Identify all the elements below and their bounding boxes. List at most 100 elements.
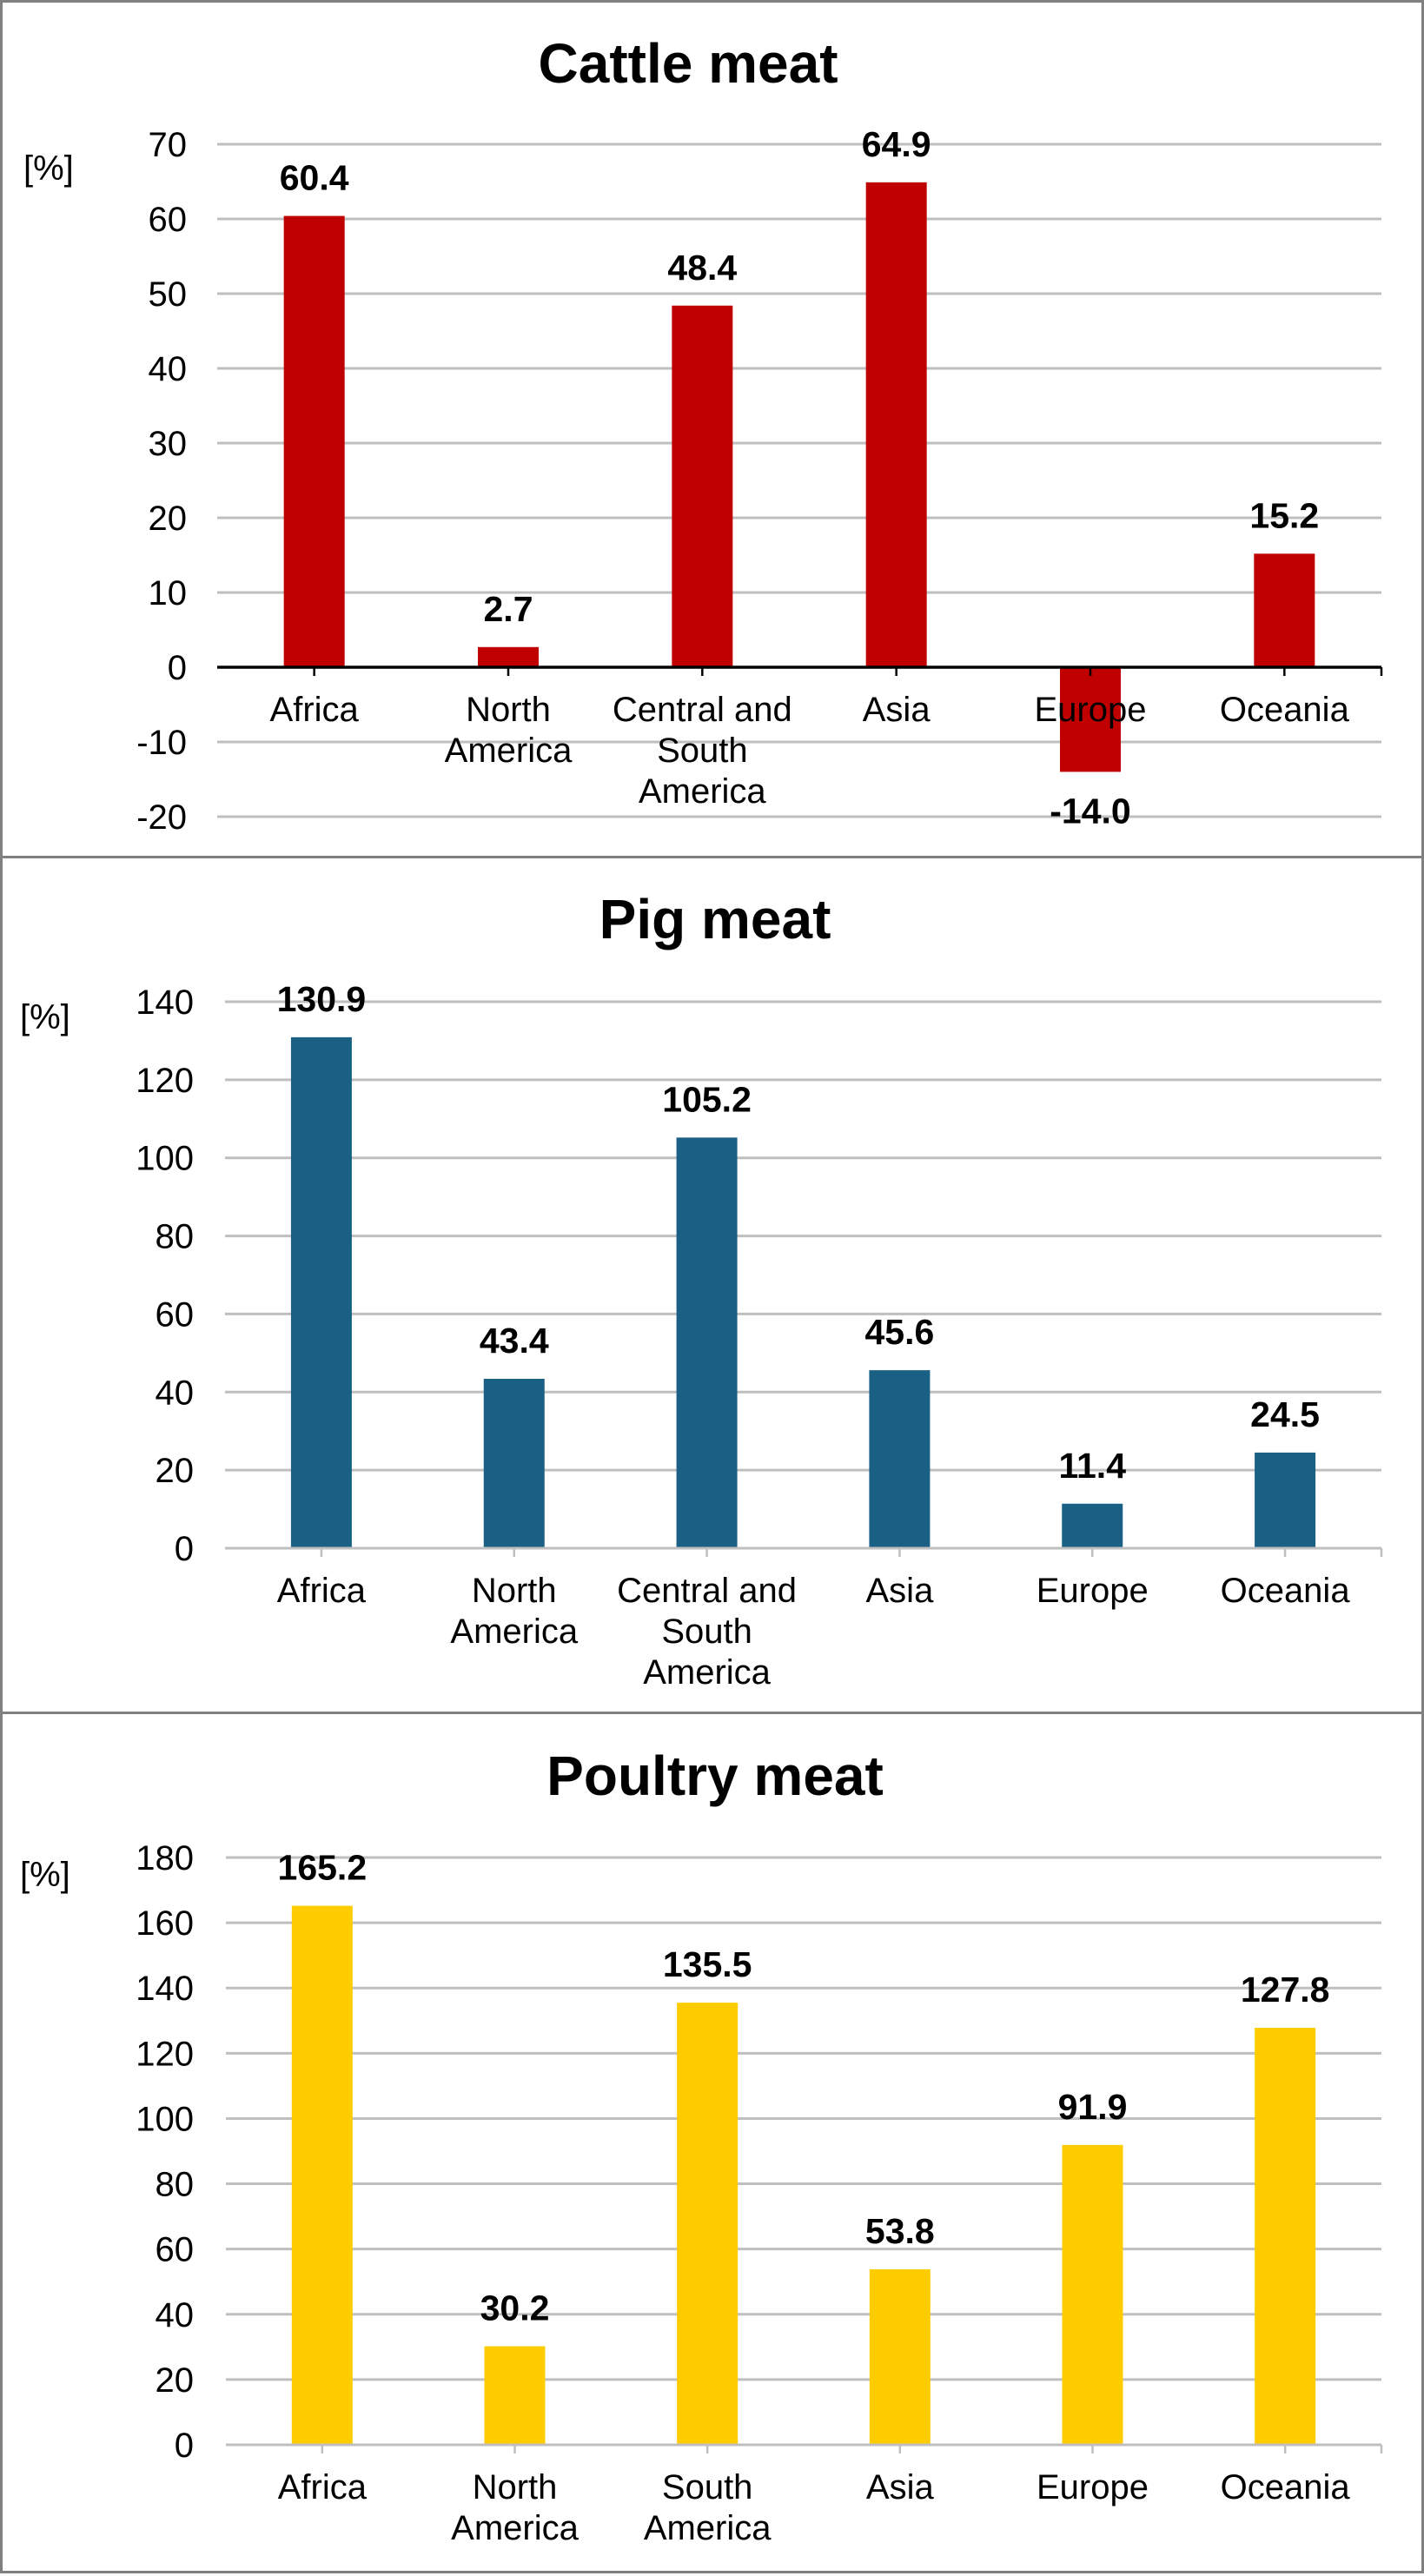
bar	[869, 2268, 931, 2445]
x-category-label: America	[445, 732, 573, 770]
y-tick-label: 40	[149, 350, 188, 388]
x-category-label: Asia	[866, 1572, 935, 1610]
chart-title: Cattle meat	[539, 32, 838, 95]
y-tick-label: 180	[136, 1839, 194, 1877]
y-tick-label: 70	[149, 126, 188, 164]
y-tick-label: 60	[156, 1295, 195, 1334]
x-category-label: Africa	[278, 2468, 368, 2506]
x-category-label: Europe	[1037, 1572, 1149, 1610]
bar	[1254, 553, 1315, 667]
y-tick-label: 140	[136, 1970, 194, 2008]
bar	[1062, 1503, 1123, 1548]
x-category-label: Europe	[1037, 2468, 1149, 2506]
bar	[283, 215, 345, 667]
poultry-meat-panel: Poultry meat [%] 0 20 40 60 80 100 120 140 160 180 A…	[0, 1712, 1424, 2573]
data-label: 53.8	[865, 2211, 935, 2251]
bar	[677, 2003, 738, 2445]
data-label: 30.2	[480, 2288, 550, 2328]
x-category-label: Central and	[613, 691, 792, 729]
y-tick-label: 10	[149, 574, 188, 613]
x-category-label: Central and	[617, 1572, 797, 1610]
data-label: 48.4	[667, 248, 737, 288]
y-tick-label: 120	[136, 2035, 194, 2073]
y-tick-label: 50	[149, 275, 188, 314]
x-category-label: Oceania	[1220, 691, 1350, 729]
x-category-label: Oceania	[1221, 1572, 1351, 1610]
data-label: 105.2	[662, 1079, 752, 1119]
data-label: 135.5	[663, 1944, 752, 1984]
bar	[676, 1137, 738, 1548]
data-label: 91.9	[1058, 2087, 1128, 2127]
y-tick-label: 0	[168, 649, 187, 687]
bar	[1060, 667, 1121, 772]
x-category-label: America	[643, 1653, 771, 1692]
y-tick-label: -20	[136, 798, 187, 837]
bar	[483, 1379, 545, 1548]
chart-title: Pig meat	[599, 888, 831, 950]
bar	[869, 1370, 931, 1548]
data-label: -14.0	[1050, 791, 1130, 831]
chart-title: Poultry meat	[546, 1745, 884, 1807]
x-category-label: Asia	[866, 2468, 935, 2506]
bar	[1255, 1452, 1316, 1548]
x-category-label: North	[473, 2468, 558, 2506]
data-label: 64.9	[862, 124, 931, 164]
y-tick-label: 80	[156, 1218, 195, 1256]
y-tick-label: 60	[156, 2231, 195, 2269]
y-tick-label: 40	[156, 2296, 195, 2334]
data-label: 2.7	[484, 589, 533, 629]
x-category-label: America	[451, 2509, 579, 2547]
x-category-label: America	[639, 772, 766, 811]
poultry-meat-chart: Poultry meat [%] 0 20 40 60 80 100 120 140 160 180 A…	[20, 1745, 1383, 2547]
data-label: 15.2	[1249, 495, 1319, 535]
data-label: 165.2	[278, 1848, 368, 1888]
cattle-meat-panel: Cattle meat [%] -20 -10 0 10 20 30 40 50 60 70 Afric…	[0, 0, 1424, 858]
bar	[1255, 2028, 1316, 2445]
x-category-label: Europe	[1035, 691, 1147, 729]
x-category-label: Africa	[270, 691, 360, 729]
x-category-label: Asia	[863, 691, 931, 729]
y-tick-label: 80	[156, 2166, 195, 2204]
y-tick-label: -10	[136, 724, 187, 762]
data-label: 11.4	[1058, 1446, 1126, 1486]
y-tick-label: 20	[156, 1452, 195, 1490]
x-category-label: America	[450, 1612, 578, 1651]
bar	[291, 1905, 353, 2445]
y-tick-label: 60	[149, 201, 188, 239]
x-category-label: South	[662, 2468, 753, 2506]
x-category-label: Africa	[277, 1572, 367, 1610]
data-label: 43.4	[480, 1321, 549, 1361]
data-label: 24.5	[1250, 1394, 1320, 1434]
y-tick-label: 0	[175, 2427, 194, 2465]
x-category-label: South	[661, 1612, 752, 1651]
bar	[478, 646, 539, 667]
y-tick-label: 20	[156, 2361, 195, 2400]
y-tick-label: 30	[149, 425, 188, 463]
y-tick-label: 40	[156, 1374, 195, 1412]
x-category-label: America	[644, 2509, 772, 2547]
x-category-label: North	[472, 1572, 557, 1610]
y-tick-label: 20	[149, 500, 188, 538]
y-tick-label: 160	[136, 1904, 194, 1943]
bar	[484, 2346, 546, 2445]
x-category-label: North	[466, 691, 551, 729]
x-category-label: Oceania	[1221, 2468, 1351, 2506]
data-label: 127.8	[1241, 1970, 1330, 2010]
bar	[672, 305, 733, 667]
data-label: 45.6	[865, 1312, 935, 1352]
x-category-label: South	[657, 732, 748, 770]
pig-meat-panel: Pig meat [%] 0 20 40 60 80 100 120 140 Africa North…	[0, 856, 1424, 1714]
data-label: 130.9	[277, 979, 367, 1019]
pig-meat-chart: Pig meat [%] 0 20 40 60 80 100 120 140 Africa North…	[20, 888, 1383, 1692]
y-tick-label: 100	[136, 2100, 194, 2138]
data-label: 60.4	[280, 158, 349, 198]
y-tick-label: 140	[136, 983, 194, 1022]
y-axis-unit-label: [%]	[20, 1856, 70, 1894]
y-axis-unit-label: [%]	[23, 149, 74, 188]
y-tick-label: 120	[136, 1062, 194, 1100]
y-tick-label: 0	[175, 1530, 194, 1568]
y-axis-unit-label: [%]	[20, 998, 70, 1036]
bar	[290, 1036, 352, 1548]
bar	[1062, 2144, 1123, 2445]
bar	[865, 182, 927, 668]
